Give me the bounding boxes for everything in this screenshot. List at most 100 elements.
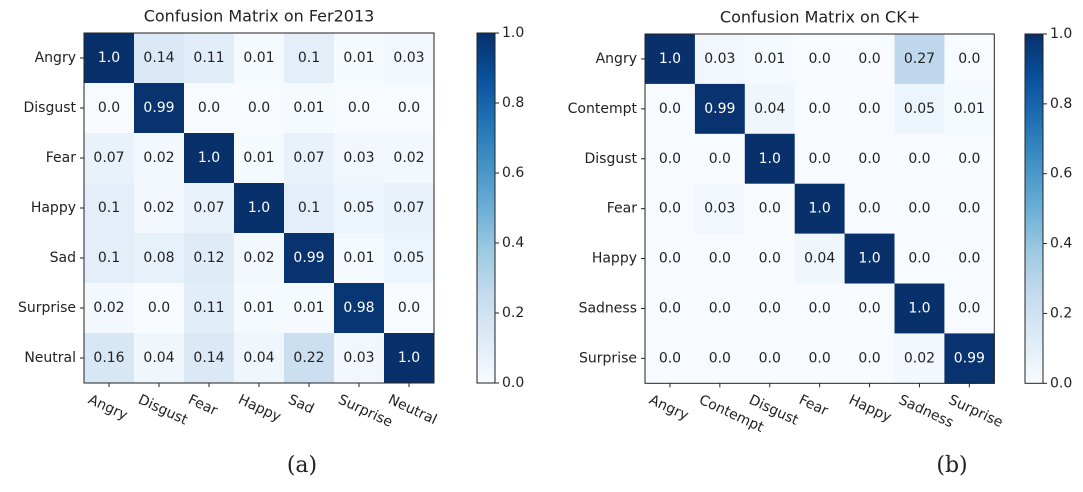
colorbar-tick-label: 0.6 — [1050, 166, 1072, 182]
cell-label: 0.01 — [243, 300, 274, 316]
cell-label: 0.0 — [709, 300, 731, 316]
cell — [894, 333, 945, 384]
cell — [894, 83, 945, 135]
cell-label: 0.03 — [343, 150, 374, 166]
colorbar-tick-label: 0.0 — [1050, 375, 1072, 391]
cell — [84, 133, 135, 184]
cell-label: 0.0 — [759, 350, 781, 366]
chart-title: Confusion Matrix on Fer2013 — [144, 7, 375, 26]
cell-label: 0.0 — [659, 101, 681, 117]
cell-label: 0.0 — [248, 100, 270, 116]
cell-label: 0.02 — [143, 150, 174, 166]
colorbar — [476, 32, 496, 384]
cell — [134, 83, 185, 134]
cell-label: 0.07 — [393, 200, 424, 216]
cell-label: 0.03 — [704, 201, 735, 217]
y-tick-label: Angry — [35, 50, 76, 66]
colorbar-tick-label: 0.2 — [502, 305, 524, 321]
cell — [234, 83, 285, 134]
cell-label: 1.0 — [809, 201, 831, 217]
x-tick-label: Neutral — [386, 392, 440, 428]
y-tick-label: Sad — [50, 250, 76, 266]
y-tick-label: Sadness — [579, 300, 637, 316]
y-tick-label: Disgust — [584, 151, 637, 167]
cell-label: 0.01 — [754, 51, 785, 67]
cell-label: 0.0 — [908, 201, 930, 217]
cell — [944, 133, 995, 185]
cell — [134, 283, 185, 334]
cell-label: 0.99 — [143, 100, 174, 116]
cell-label: 0.27 — [904, 51, 935, 67]
cell-label: 0.0 — [858, 300, 880, 316]
cell — [694, 283, 746, 334]
cell-label: 0.01 — [343, 250, 374, 266]
cell — [234, 333, 285, 384]
y-tick-label: Neutral — [24, 350, 76, 366]
cell — [894, 183, 945, 235]
cell-label: 0.0 — [958, 51, 980, 67]
cell — [694, 83, 746, 135]
cell-label: 0.1 — [98, 200, 120, 216]
cell-label: 0.0 — [659, 201, 681, 217]
cell — [844, 183, 895, 235]
cell-label: 0.0 — [398, 100, 420, 116]
cell-label: 0.0 — [398, 300, 420, 316]
cell — [694, 34, 746, 85]
cell-label: 0.0 — [858, 201, 880, 217]
cell — [284, 183, 335, 234]
cell-label: 0.04 — [754, 101, 785, 117]
cell-label: 0.98 — [343, 300, 374, 316]
cell-label: 0.0 — [958, 151, 980, 167]
cell-label: 0.0 — [958, 300, 980, 316]
cell — [134, 133, 185, 184]
cell — [744, 183, 796, 235]
cell — [384, 283, 435, 334]
cell — [645, 83, 696, 135]
cell-label: 1.0 — [908, 300, 930, 316]
cell — [284, 133, 335, 184]
cell — [284, 233, 335, 284]
cell-label: 0.99 — [704, 101, 735, 117]
cell-label: 0.0 — [759, 201, 781, 217]
cell — [694, 133, 746, 185]
cell-label: 0.0 — [809, 300, 831, 316]
cell — [844, 333, 895, 384]
cell-label: 0.0 — [858, 151, 880, 167]
cell-label: 0.12 — [193, 250, 224, 266]
cell-label: 0.11 — [193, 300, 224, 316]
cell-label: 0.0 — [759, 251, 781, 267]
y-tick-label: Angry — [596, 51, 637, 67]
cell-label: 0.0 — [908, 151, 930, 167]
cell — [844, 283, 895, 334]
cell-label: 0.11 — [193, 50, 224, 66]
cell-label: 0.08 — [143, 250, 174, 266]
y-tick-label: Contempt — [568, 101, 638, 117]
cell — [894, 34, 945, 85]
y-tick-label: Surprise — [18, 300, 76, 316]
cell — [384, 133, 435, 184]
cell — [694, 233, 746, 284]
cell-label: 0.0 — [958, 251, 980, 267]
cell-label: 0.14 — [143, 50, 174, 66]
colorbar-tick-label: 0.4 — [1050, 236, 1072, 252]
cell — [234, 33, 285, 84]
colorbar-tick-label: 1.0 — [502, 25, 524, 41]
cell — [944, 333, 995, 384]
cell — [645, 333, 696, 384]
cell — [84, 33, 135, 84]
cell-label: 0.0 — [709, 251, 731, 267]
cell-label: 0.0 — [809, 51, 831, 67]
colorbar-tick-label: 1.0 — [1050, 26, 1072, 42]
cell — [334, 33, 385, 84]
x-tick-label: Surprise — [946, 392, 1005, 431]
cell — [645, 183, 696, 235]
cell — [384, 333, 435, 384]
x-tick-label: Sadness — [896, 392, 956, 431]
cell — [234, 133, 285, 184]
cell — [234, 183, 285, 234]
cell — [944, 183, 995, 235]
cell — [134, 233, 185, 284]
cell — [184, 233, 235, 284]
cell-label: 0.01 — [243, 150, 274, 166]
cell — [645, 233, 696, 284]
